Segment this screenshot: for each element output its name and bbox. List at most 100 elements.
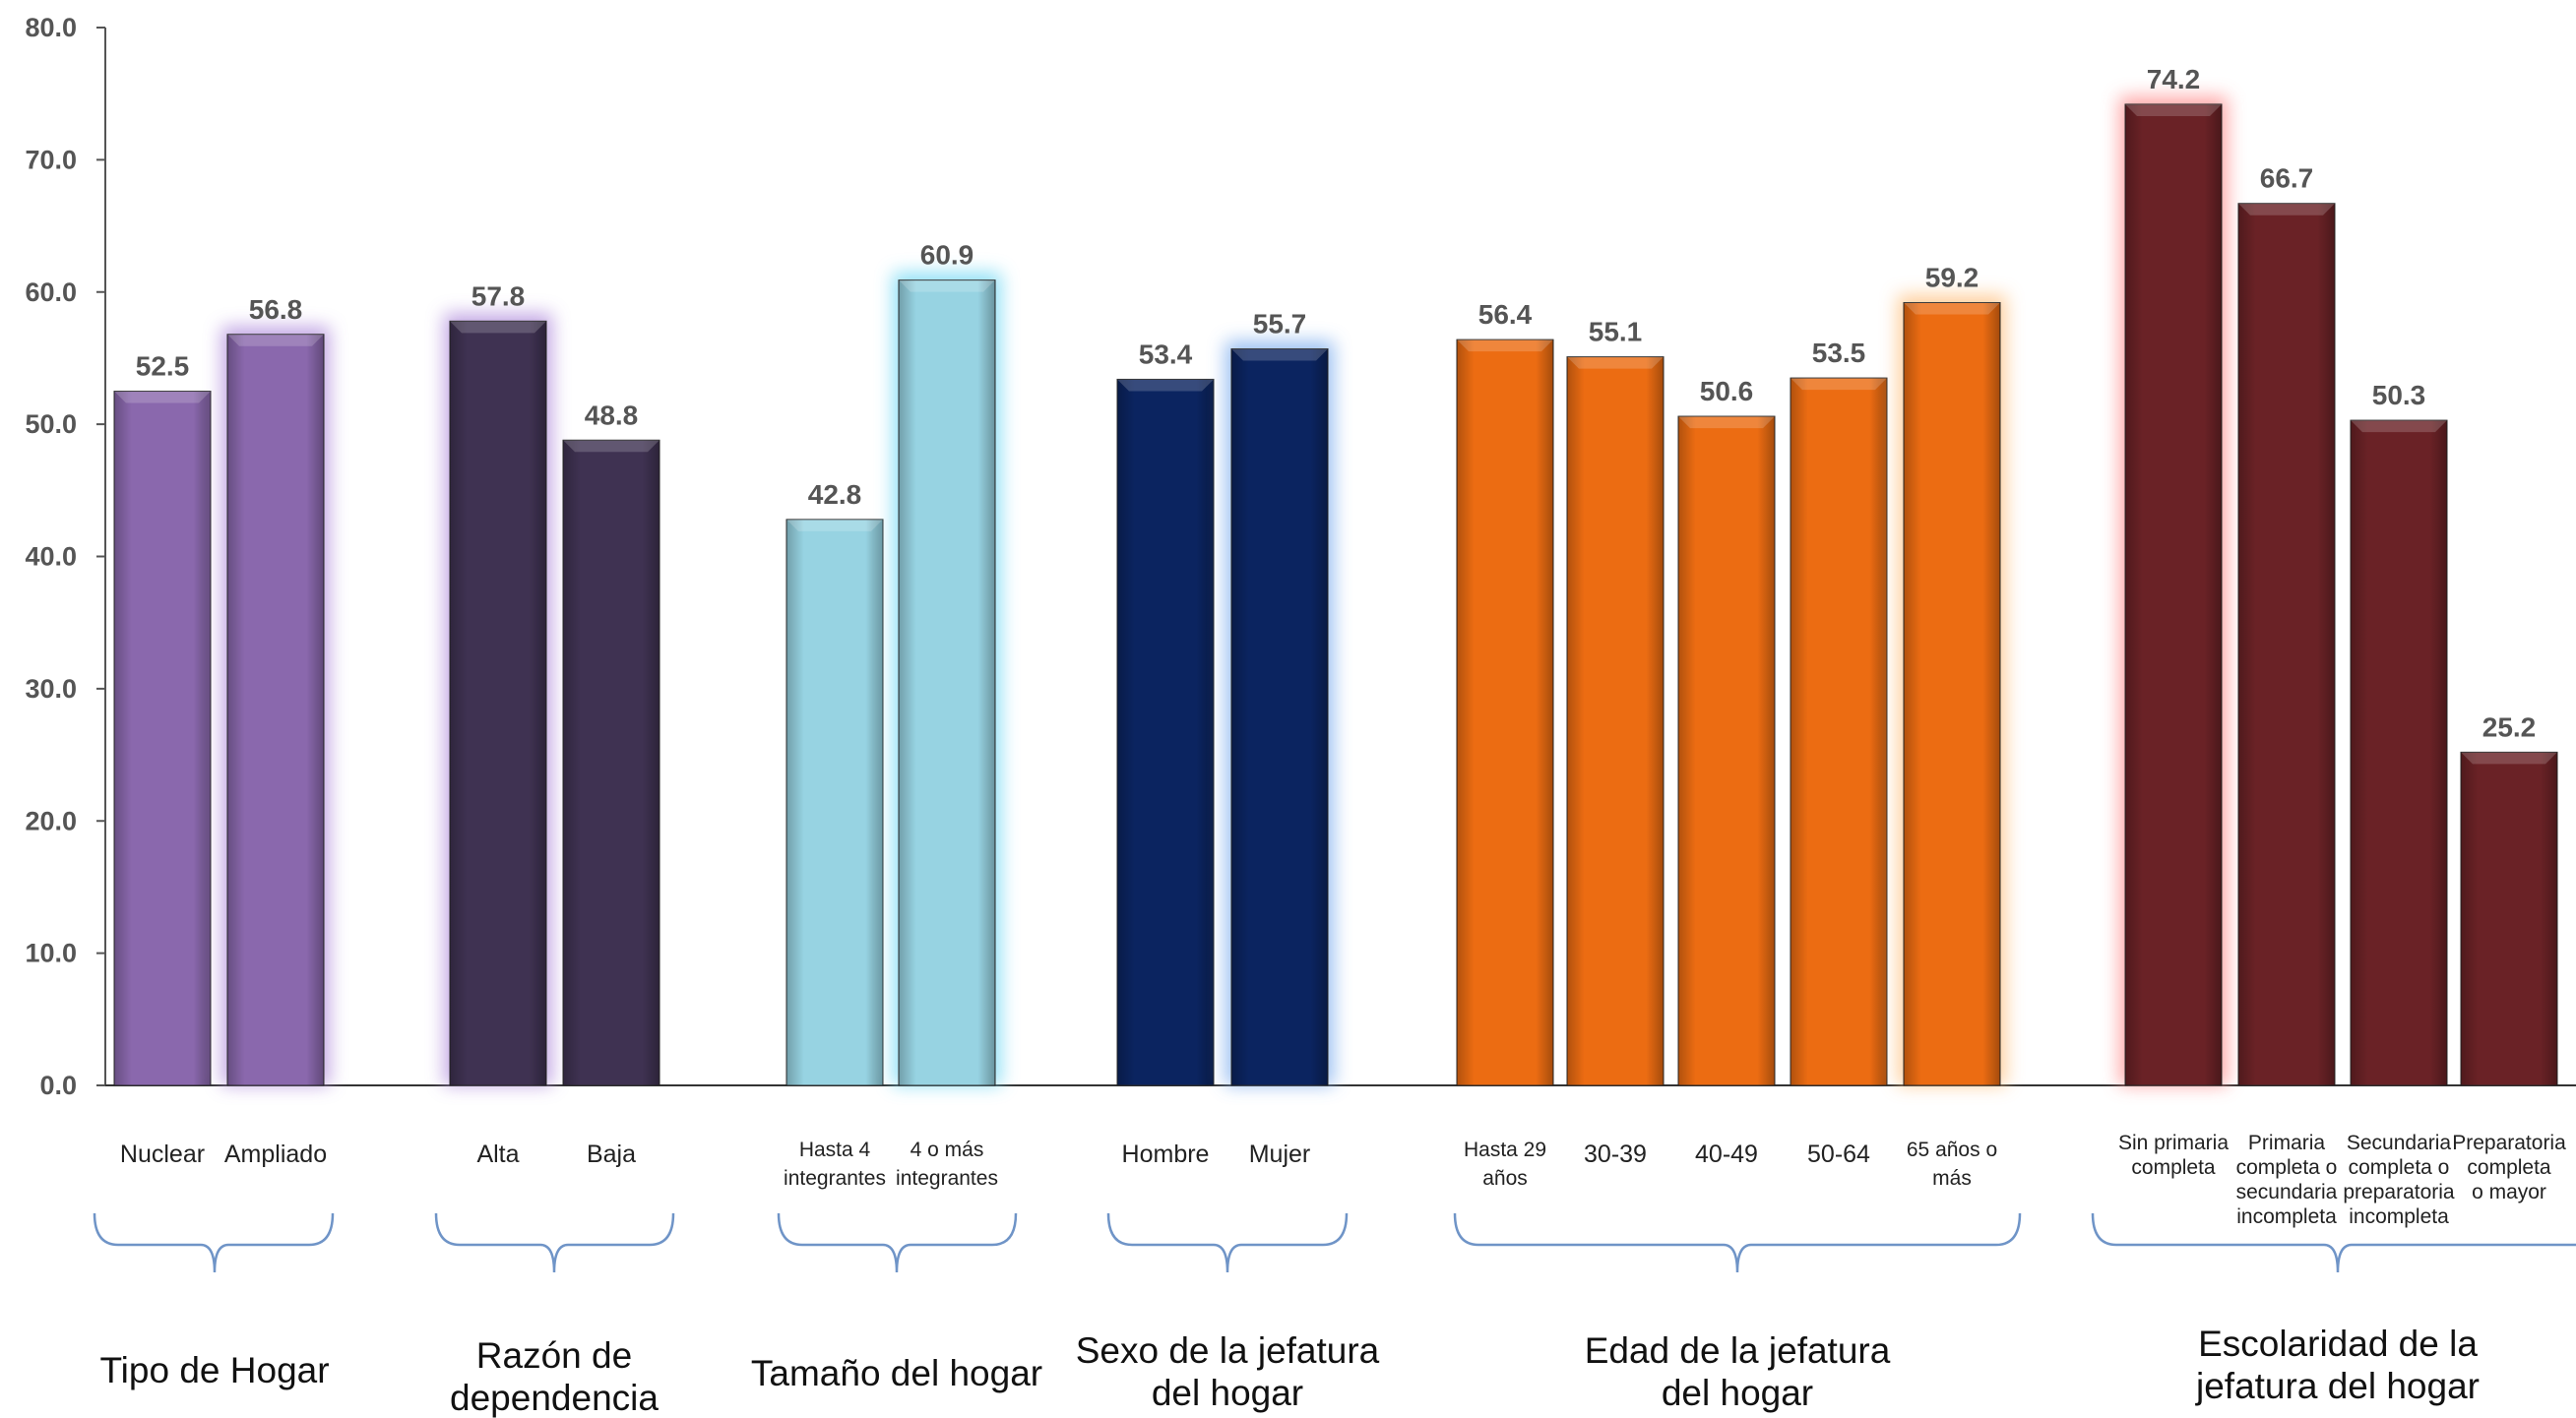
data-label: 60.9 bbox=[920, 240, 974, 271]
y-tick-label: 50.0 bbox=[25, 409, 77, 439]
category-label: Alta bbox=[476, 1141, 519, 1168]
group-title: Edad de la jefatura del hogar bbox=[1585, 1330, 1891, 1413]
group-title-line: dependencia bbox=[450, 1378, 659, 1418]
bar-bevel bbox=[899, 279, 995, 292]
category-label-line: Alta bbox=[476, 1141, 519, 1168]
category-label-line: o mayor bbox=[2472, 1181, 2546, 1203]
bar-bevel bbox=[786, 519, 883, 531]
data-label: 42.8 bbox=[808, 479, 862, 510]
data-label: 57.8 bbox=[471, 280, 526, 311]
category-label-line: años bbox=[1482, 1167, 1528, 1190]
data-label: 50.3 bbox=[2372, 380, 2426, 410]
data-label: 56.8 bbox=[249, 294, 303, 325]
bar-bevel bbox=[1567, 356, 1664, 369]
category-label: Ampliado bbox=[224, 1141, 327, 1168]
category-label-line: secundaria bbox=[2236, 1181, 2338, 1203]
bar-shading bbox=[450, 321, 546, 1085]
bar-shading bbox=[563, 440, 660, 1085]
bar-bevel bbox=[1791, 378, 1887, 391]
bar-shading bbox=[2125, 103, 2222, 1085]
category-label-line: incompleta bbox=[2349, 1205, 2449, 1228]
category-label-line: integrantes bbox=[784, 1167, 886, 1190]
category-label-line: 4 o más bbox=[911, 1139, 984, 1161]
bar-shading bbox=[2238, 203, 2335, 1085]
bar-shading bbox=[786, 519, 883, 1085]
y-tick-label: 30.0 bbox=[25, 674, 77, 704]
bar-layer bbox=[113, 95, 2558, 1086]
bar-bevel bbox=[2238, 203, 2335, 216]
category-label: 50-64 bbox=[1807, 1141, 1870, 1168]
bar-shading bbox=[1231, 348, 1328, 1085]
bar-bevel bbox=[2461, 752, 2557, 765]
group-title: Sexo de la jefatura del hogar bbox=[1076, 1330, 1380, 1413]
category-label-line: Ampliado bbox=[224, 1141, 327, 1168]
group-brace bbox=[93, 1212, 335, 1273]
group-title-line: jefatura del hogar bbox=[2195, 1366, 2480, 1406]
category-label-line: preparatoria bbox=[2343, 1181, 2455, 1203]
category-label: Primaria completa o secundaria incompleta bbox=[2236, 1132, 2338, 1228]
bar-bevel bbox=[2351, 420, 2447, 433]
bar-shading bbox=[2351, 420, 2447, 1085]
label-layer: 52.5 Nuclear 56.8 Ampliado Tipo de Hogar 57.8… bbox=[93, 64, 2576, 1418]
y-tick-label: 60.0 bbox=[25, 277, 77, 307]
category-label-line: Secundaria bbox=[2347, 1132, 2452, 1154]
y-tick-label: 0.0 bbox=[39, 1071, 77, 1100]
y-tick-label: 40.0 bbox=[25, 542, 77, 572]
data-label: 56.4 bbox=[1478, 299, 1533, 330]
group-title: Razón de dependencia bbox=[450, 1335, 659, 1418]
category-label-line: Sin primaria bbox=[2118, 1132, 2229, 1154]
category-label: Sin primaria completa bbox=[2118, 1132, 2229, 1179]
bar-bevel bbox=[563, 440, 660, 453]
category-label: Hombre bbox=[1122, 1141, 1210, 1168]
data-label: 25.2 bbox=[2482, 711, 2537, 742]
group-title-line: Tipo de Hogar bbox=[99, 1350, 329, 1390]
bar-shading bbox=[227, 334, 324, 1085]
category-label: Baja bbox=[587, 1141, 636, 1168]
bar-shading bbox=[1678, 416, 1775, 1085]
category-label: 40-49 bbox=[1695, 1141, 1758, 1168]
group-title-line: Escolaridad de la bbox=[2198, 1324, 2478, 1364]
data-label: 53.4 bbox=[1139, 339, 1193, 369]
category-label-line: Hasta 29 bbox=[1464, 1139, 1546, 1161]
bar-shading bbox=[1567, 356, 1664, 1085]
group-title-line: del hogar bbox=[1662, 1373, 1813, 1413]
category-label-line: completa o bbox=[2236, 1156, 2338, 1179]
group-title-line: Razón de bbox=[476, 1335, 632, 1376]
bar-bevel bbox=[114, 391, 211, 403]
group-brace bbox=[1453, 1212, 2022, 1273]
group-brace bbox=[777, 1212, 1018, 1273]
bar-bevel bbox=[1231, 348, 1328, 361]
data-label: 55.7 bbox=[1253, 309, 1307, 339]
category-label: Mujer bbox=[1249, 1141, 1311, 1168]
bar-shading bbox=[1457, 339, 1553, 1085]
category-label-line: incompleta bbox=[2236, 1205, 2337, 1228]
category-label-line: 50-64 bbox=[1807, 1141, 1870, 1168]
data-label: 59.2 bbox=[1925, 263, 1979, 293]
group-title: Tipo de Hogar bbox=[99, 1350, 329, 1390]
category-label: Hasta 29 años bbox=[1464, 1139, 1546, 1190]
category-label-line: Hasta 4 bbox=[799, 1139, 871, 1161]
y-tick-label: 20.0 bbox=[25, 806, 77, 835]
bar-bevel bbox=[1117, 379, 1214, 392]
category-label-line: Baja bbox=[587, 1141, 636, 1168]
category-label: 65 años o más bbox=[1907, 1139, 1997, 1190]
bar-shading bbox=[1117, 379, 1214, 1085]
bar-shading bbox=[899, 279, 995, 1085]
category-label-line: completa bbox=[2131, 1156, 2216, 1179]
category-label: Hasta 4 integrantes bbox=[784, 1139, 886, 1190]
category-label-line: Nuclear bbox=[120, 1141, 205, 1168]
group-brace bbox=[1106, 1212, 1349, 1273]
category-label-line: integrantes bbox=[896, 1167, 998, 1190]
data-label: 48.8 bbox=[585, 400, 639, 430]
group-brace bbox=[434, 1212, 675, 1273]
group-brace bbox=[2091, 1212, 2576, 1273]
data-label: 50.6 bbox=[1700, 376, 1754, 406]
group-title-line: Sexo de la jefatura bbox=[1076, 1330, 1380, 1371]
group-title: Escolaridad de la jefatura del hogar bbox=[2195, 1324, 2480, 1406]
category-label: 30-39 bbox=[1584, 1141, 1647, 1168]
category-label-line: Preparatoria bbox=[2452, 1132, 2566, 1154]
category-label: Secundaria completa o preparatoria incomple… bbox=[2343, 1132, 2455, 1228]
category-label-line: más bbox=[1932, 1167, 1972, 1190]
bar-shading bbox=[1904, 302, 2000, 1085]
